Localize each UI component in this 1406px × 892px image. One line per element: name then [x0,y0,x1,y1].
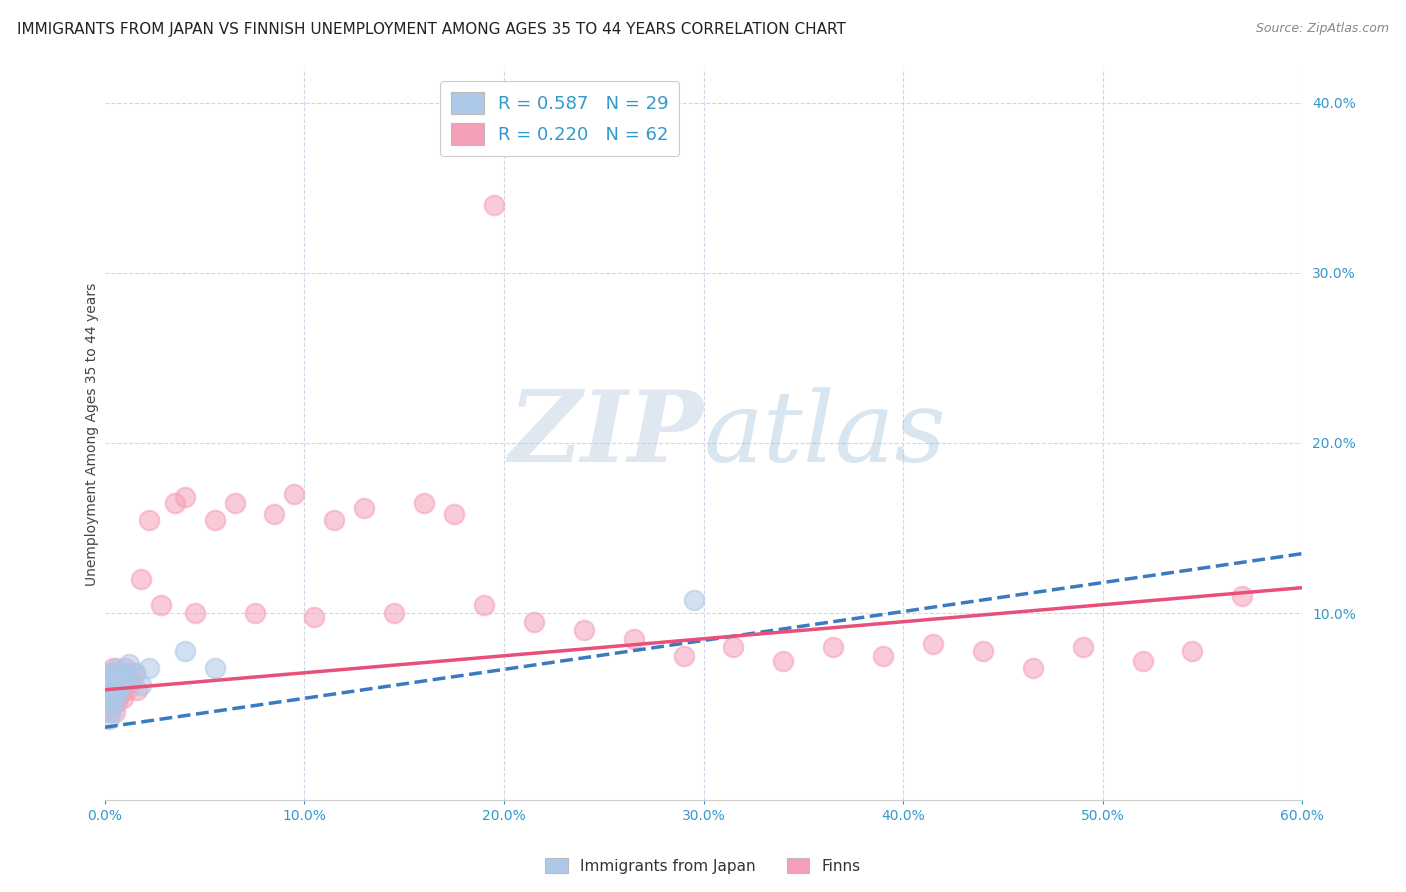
Point [173,643,195,657]
Point [100,665,122,680]
Point [111,691,134,706]
Point [96,674,118,689]
Point [129,678,152,692]
Point [104,674,127,689]
Point [482,197,505,211]
Point [100,695,122,709]
Point [124,665,146,680]
Point [96,699,118,714]
Point [104,695,127,709]
Point [682,592,704,607]
Point [382,606,405,620]
Point [124,665,146,680]
Point [723,640,745,655]
Point [224,495,246,509]
Point [108,671,131,685]
Point [97,705,120,719]
Point [97,671,120,685]
Text: atlas: atlas [703,387,946,483]
Legend: R = 0.587   N = 29, R = 0.220   N = 62: R = 0.587 N = 29, R = 0.220 N = 62 [440,81,679,156]
Point [101,665,124,680]
Point [100,674,122,689]
Point [129,572,152,586]
Legend: Immigrants from Japan, Finns: Immigrants from Japan, Finns [538,852,868,880]
Point [283,487,305,501]
Point [111,674,134,689]
Point [872,648,894,663]
Point [104,705,127,719]
Point [922,637,945,651]
Point [105,695,128,709]
Point [204,513,226,527]
Point [118,671,141,685]
Point [823,640,845,655]
Point [104,674,127,689]
Point [108,688,131,702]
Point [105,661,128,675]
Point [672,648,695,663]
Point [115,665,138,680]
Point [243,606,266,620]
Point [413,495,436,509]
Point [623,632,645,646]
Point [114,678,136,692]
Y-axis label: Unemployment Among Ages 35 to 44 years: Unemployment Among Ages 35 to 44 years [86,283,100,586]
Text: IMMIGRANTS FROM JAPAN VS FINNISH UNEMPLOYMENT AMONG AGES 35 TO 44 YEARS CORRELAT: IMMIGRANTS FROM JAPAN VS FINNISH UNEMPLO… [17,22,846,37]
Point [101,661,124,675]
Point [149,598,172,612]
Text: Source: ZipAtlas.com: Source: ZipAtlas.com [1256,22,1389,36]
Point [1132,654,1154,668]
Point [114,661,136,675]
Point [101,678,124,692]
Point [263,508,285,522]
Point [100,682,122,697]
Point [1232,589,1254,603]
Point [1022,661,1045,675]
Point [97,665,120,680]
Point [96,691,118,706]
Point [304,609,326,624]
Point [1181,643,1204,657]
Point [772,654,794,668]
Point [97,712,120,726]
Point [114,665,136,680]
Point [115,682,138,697]
Point [96,682,118,697]
Point [183,606,205,620]
Point [108,682,131,697]
Point [138,661,160,675]
Point [104,682,127,697]
Point [108,671,131,685]
Point [100,671,122,685]
Point [110,665,132,680]
Point [138,513,160,527]
Point [101,678,124,692]
Point [118,657,141,672]
Point [443,508,465,522]
Point [163,495,186,509]
Point [472,598,495,612]
Point [97,678,120,692]
Point [110,682,132,697]
Point [523,615,546,629]
Point [104,682,127,697]
Text: ZIP: ZIP [509,386,703,483]
Point [353,500,375,515]
Point [204,661,226,675]
Point [101,695,124,709]
Point [110,678,132,692]
Point [572,624,595,638]
Point [120,674,142,689]
Point [100,705,122,719]
Point [125,682,148,697]
Point [101,691,124,706]
Point [173,491,195,505]
Point [105,678,128,692]
Point [323,513,346,527]
Point [1071,640,1094,655]
Point [97,695,120,709]
Point [972,643,994,657]
Point [100,682,122,697]
